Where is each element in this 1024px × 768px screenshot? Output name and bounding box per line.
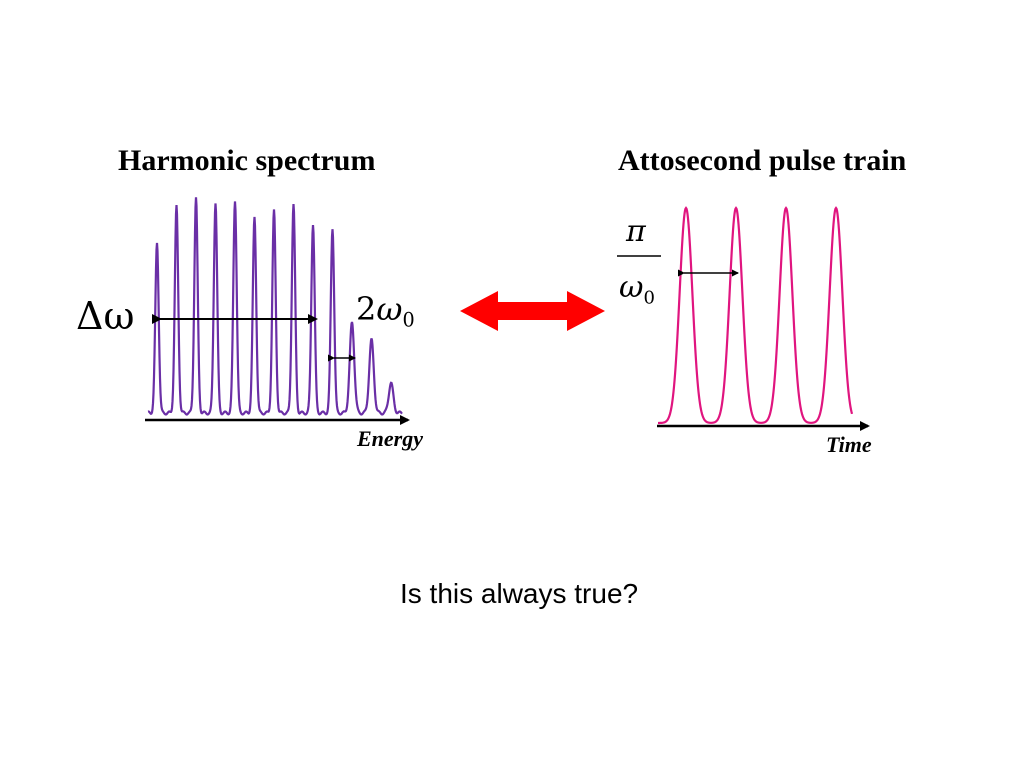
spectrum-title: Harmonic spectrum [118,144,376,177]
question-text: Is this always true? [400,578,639,609]
harmonic-spectrum-curve [147,197,403,416]
spacing-omega: ω [376,290,403,328]
spacing-subscript: 0 [402,308,415,332]
pulse-train-title: Attosecond pulse train [618,144,907,177]
harmonic-spacing-label: 2ω0 [356,290,415,332]
period-subscript: 0 [643,287,655,309]
period-omega: ω [619,270,644,305]
spacing-coefficient: 2 [356,290,377,328]
equivalence-double-arrow [460,291,605,331]
pulse-train-curve [658,206,854,425]
time-axis-label: Time [826,432,872,457]
period-numerator: π [626,214,646,249]
bandwidth-label: Δω [76,294,135,338]
period-denominator: ω0 [619,270,655,308]
energy-axis-label: Energy [357,426,423,451]
